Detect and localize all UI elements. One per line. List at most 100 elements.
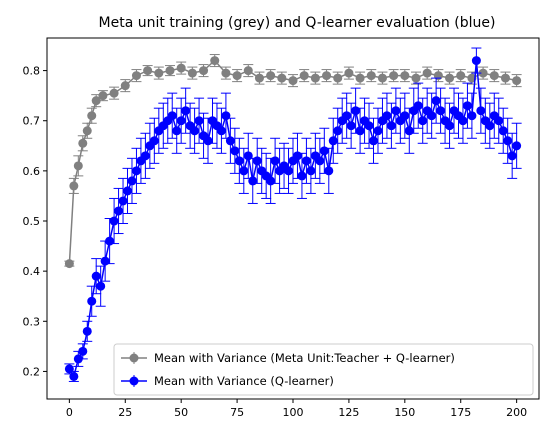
data-point	[167, 111, 177, 121]
series-0	[64, 54, 522, 269]
data-point	[431, 96, 441, 106]
x-tick-label: 125	[338, 406, 359, 419]
data-point	[418, 116, 428, 126]
data-point	[87, 296, 97, 306]
data-point	[284, 166, 294, 176]
data-point	[266, 176, 276, 186]
data-point	[382, 111, 392, 121]
data-point	[333, 126, 343, 136]
data-point	[391, 106, 401, 116]
data-point	[270, 156, 280, 166]
legend-item-qlearner: Mean with Variance (Q-learner)	[121, 374, 334, 388]
series-1	[64, 47, 522, 382]
data-point	[404, 126, 414, 136]
data-point	[400, 111, 410, 121]
data-point	[123, 186, 133, 196]
legend-frame	[113, 343, 534, 396]
data-point	[64, 259, 74, 269]
data-point	[69, 371, 79, 381]
data-point	[82, 326, 92, 336]
data-point	[478, 68, 488, 78]
data-point	[436, 106, 446, 116]
data-point	[210, 56, 220, 66]
data-point	[143, 66, 153, 76]
data-point	[187, 68, 197, 78]
data-point	[366, 71, 376, 81]
data-point	[373, 126, 383, 136]
x-tick-label: 0	[66, 406, 73, 419]
x-tick-label: 175	[450, 406, 471, 419]
x-tick-label: 25	[118, 406, 132, 419]
data-point	[512, 76, 522, 86]
data-point	[239, 166, 249, 176]
data-point	[277, 73, 287, 83]
data-point	[351, 106, 361, 116]
data-point	[96, 281, 106, 291]
legend-item-teacher: Mean with Variance (Meta Unit:Teacher + …	[121, 351, 455, 365]
data-point	[445, 121, 455, 131]
data-point	[216, 126, 226, 136]
data-point	[243, 151, 253, 161]
data-point	[114, 206, 124, 216]
data-point	[64, 364, 74, 374]
data-point	[140, 151, 150, 161]
y-tick-label: 0.8	[23, 65, 41, 78]
data-point	[422, 68, 432, 78]
data-point	[105, 236, 115, 246]
data-point	[467, 111, 477, 121]
data-point	[346, 121, 356, 131]
data-point	[190, 126, 200, 136]
data-point	[471, 56, 481, 66]
y-tick-label: 0.3	[23, 315, 41, 328]
data-point	[118, 196, 128, 206]
data-point	[199, 66, 209, 76]
data-point	[127, 176, 137, 186]
legend: Mean with Variance (Meta Unit:Teacher + …	[113, 343, 534, 396]
data-point	[333, 73, 343, 83]
data-point	[306, 166, 316, 176]
data-point	[266, 71, 276, 81]
data-point	[344, 68, 354, 78]
data-point	[288, 76, 298, 86]
data-point	[456, 71, 466, 81]
data-point	[154, 68, 164, 78]
data-point	[225, 136, 235, 146]
legend-label-teacher: Mean with Variance (Meta Unit:Teacher + …	[154, 351, 455, 365]
data-point	[386, 121, 396, 131]
data-point	[462, 101, 472, 111]
data-point	[91, 271, 101, 281]
chart-title: Meta unit training (grey) and Q-learner …	[99, 15, 496, 31]
x-tick-label: 200	[506, 406, 527, 419]
data-point	[489, 71, 499, 81]
legend-label-qlearner: Mean with Variance (Q-learner)	[154, 374, 334, 388]
data-point	[131, 166, 141, 176]
data-point	[194, 116, 204, 126]
data-point	[498, 126, 508, 136]
plot-area	[64, 47, 522, 382]
data-point	[254, 73, 264, 83]
data-point	[87, 111, 97, 121]
data-point	[232, 71, 242, 81]
data-point	[100, 256, 110, 266]
data-point	[400, 71, 410, 81]
data-point	[292, 151, 302, 161]
data-point	[297, 171, 307, 181]
data-point	[165, 66, 175, 76]
data-point	[73, 354, 83, 364]
data-point	[377, 73, 387, 83]
legend-marker-qlearner	[129, 376, 139, 386]
data-point	[500, 73, 510, 83]
data-point	[364, 121, 374, 131]
data-point	[243, 66, 253, 76]
data-point	[234, 156, 244, 166]
data-point	[299, 71, 309, 81]
x-tick-label: 100	[283, 406, 304, 419]
data-point	[324, 166, 334, 176]
data-point	[458, 116, 468, 126]
legend-marker-teacher	[129, 353, 139, 363]
y-tick-label: 0.6	[23, 165, 41, 178]
data-point	[301, 156, 311, 166]
data-point	[494, 116, 504, 126]
data-point	[98, 91, 108, 101]
